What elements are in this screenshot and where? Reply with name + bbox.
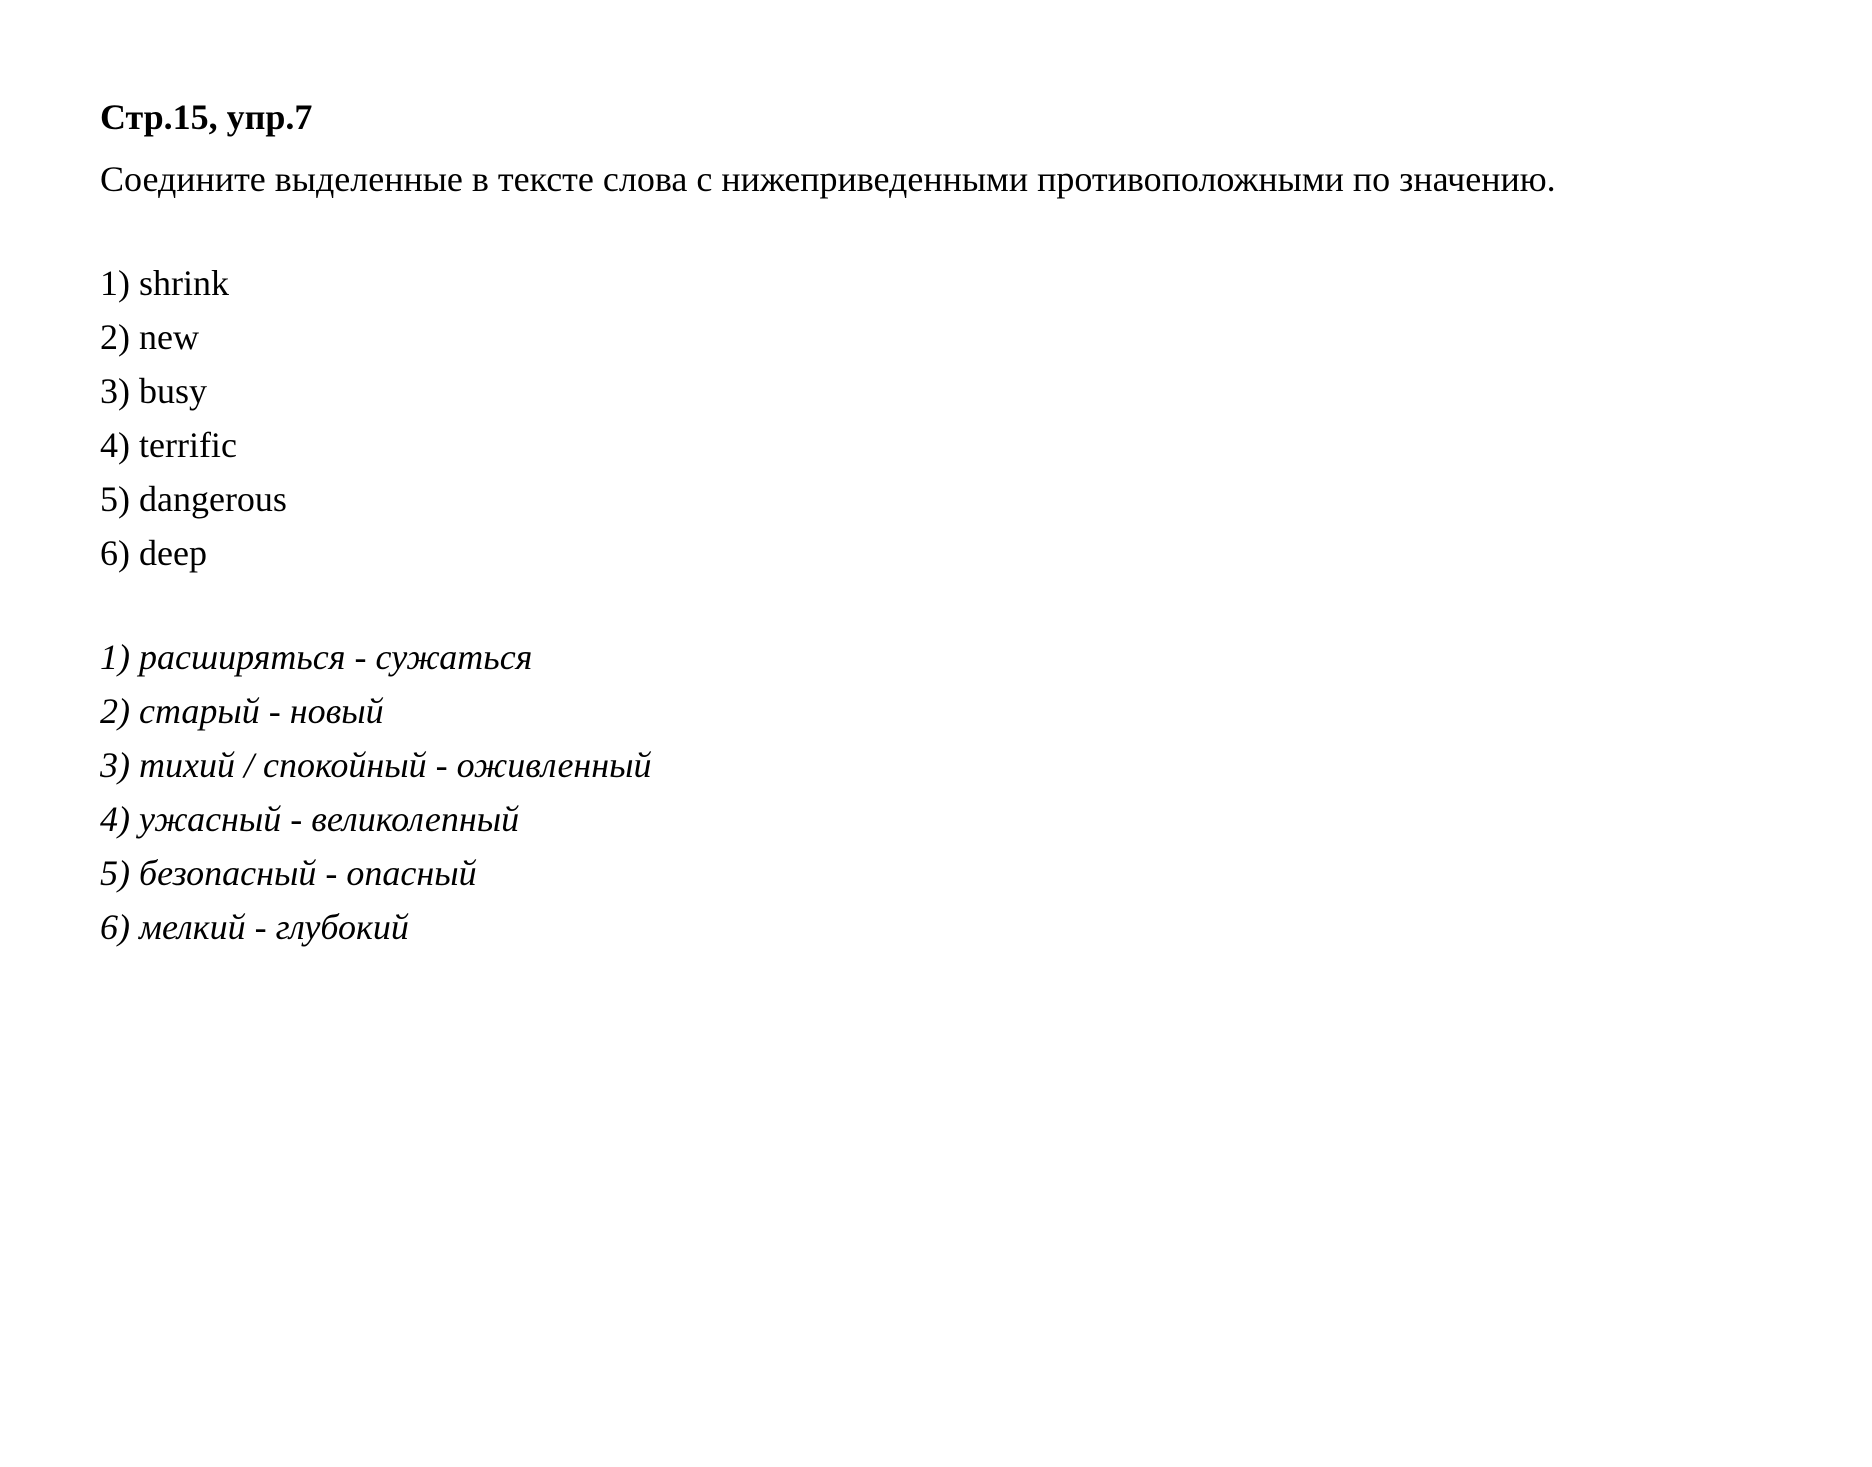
list-item: 6) deep [100, 526, 1772, 580]
word-list: 1) shrink 2) new 3) busy 4) terrific 5) … [100, 256, 1772, 580]
answer-item: 3) тихий / спокойный - оживленный [100, 738, 1772, 792]
exercise-header: Стр.15, упр.7 [100, 90, 1772, 144]
answer-item: 2) старый - новый [100, 684, 1772, 738]
answers-list: 1) расширяться - сужаться 2) старый - но… [100, 630, 1772, 954]
list-item: 4) terrific [100, 418, 1772, 472]
list-item: 5) dangerous [100, 472, 1772, 526]
instruction-text: Соедините выделенные в тексте слова с ни… [100, 152, 1772, 206]
list-item: 1) shrink [100, 256, 1772, 310]
answer-item: 5) безопасный - опасный [100, 846, 1772, 900]
list-item: 3) busy [100, 364, 1772, 418]
list-item: 2) new [100, 310, 1772, 364]
answer-item: 6) мелкий - глубокий [100, 900, 1772, 954]
answer-item: 4) ужасный - великолепный [100, 792, 1772, 846]
answer-item: 1) расширяться - сужаться [100, 630, 1772, 684]
